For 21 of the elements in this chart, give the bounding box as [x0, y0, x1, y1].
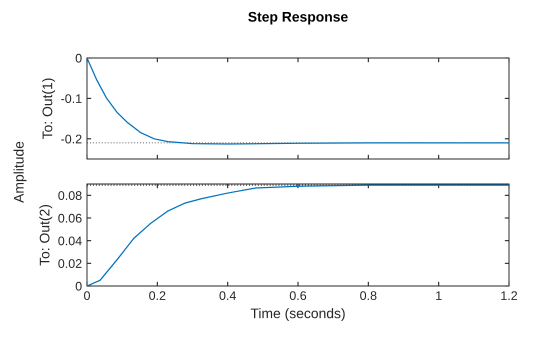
x-tick-label: 0.2	[149, 291, 166, 300]
x-tick-label: 1.2	[501, 291, 518, 300]
text: Amplitude	[14, 142, 26, 203]
y-tick-label: 0.02	[58, 259, 82, 268]
line-series	[87, 184, 509, 286]
x-tick-label: 1	[436, 291, 442, 300]
y-axis-title: To: Out(2)	[39, 204, 52, 266]
x-axis-title: Time (seconds)	[250, 308, 345, 322]
x-tick-label: 0.4	[219, 291, 236, 300]
y-tick-label: -0.2	[61, 134, 82, 144]
x-tick-label: 0	[84, 291, 90, 300]
chart-title: Step Response	[248, 12, 348, 24]
y-tick-label: 0	[76, 282, 82, 291]
y-tick-label: -0.1	[61, 94, 82, 104]
y-axis-title: To: Out(1)	[42, 78, 56, 140]
y-tick-label: 0.04	[58, 236, 82, 246]
x-tick-label: 0.8	[360, 291, 376, 300]
y-tick-label: 0	[76, 54, 82, 63]
y-tick-label: 0.08	[58, 191, 82, 200]
x-tick-label: 0.6	[290, 291, 306, 300]
y-tick-label: 0.06	[58, 214, 82, 223]
